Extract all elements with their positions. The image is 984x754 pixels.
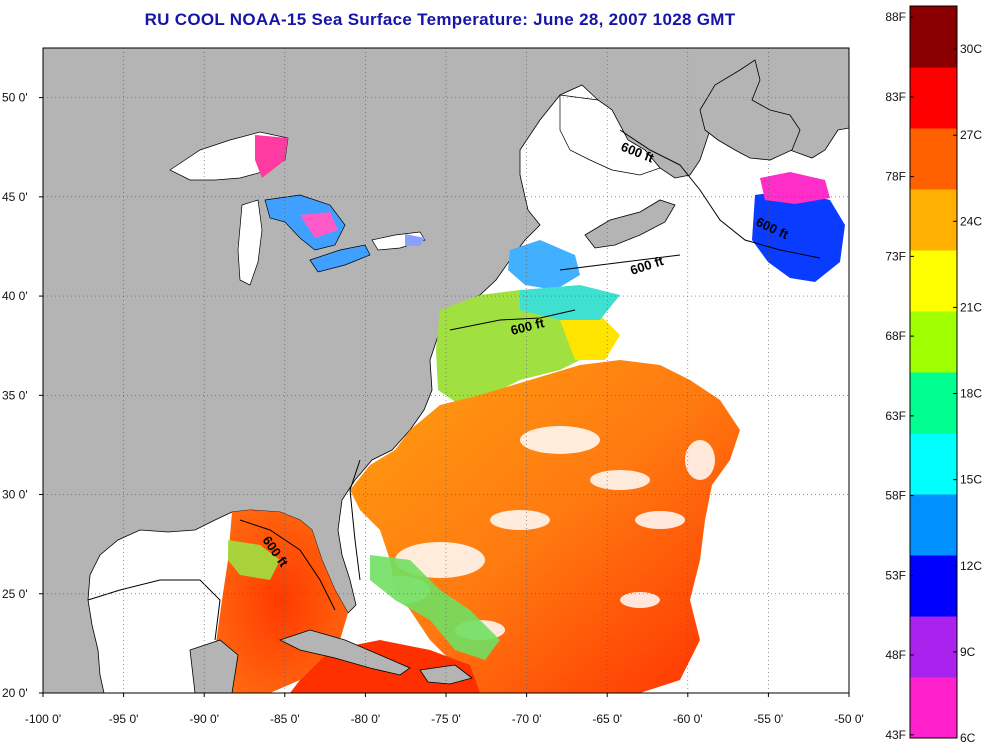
- lat-tick-label: 40 0': [2, 289, 28, 303]
- colorbar-f-label: 88F: [885, 10, 906, 24]
- colorbar-c-label: 21C: [960, 300, 982, 314]
- colorbar-f-label: 58F: [885, 489, 906, 503]
- colorbar-c-label: 27C: [960, 128, 982, 142]
- sst-gulf-green: [228, 540, 280, 580]
- colorbar-f-label: 73F: [885, 249, 906, 263]
- colorbar-band: [910, 128, 957, 190]
- colorbar-band: [910, 616, 957, 678]
- colorbar-band: [910, 67, 957, 129]
- sst-shelf-cyan: [520, 285, 620, 320]
- colorbar-band: [910, 555, 957, 617]
- lon-tick-label: -80 0': [351, 712, 381, 726]
- sst-grand-banks-violet: [760, 172, 830, 204]
- lat-tick-label: 45 0': [2, 190, 28, 204]
- land-cuba: [278, 629, 411, 676]
- land-hispaniola: [419, 664, 473, 685]
- gulf-st-lawrence: [559, 94, 661, 176]
- colorbar-f-label: 63F: [885, 409, 906, 423]
- sst-mid-atlantic-yellow: [560, 315, 620, 360]
- lon-tick-label: -95 0': [109, 712, 139, 726]
- sst-gulf-maine: [508, 240, 580, 290]
- colorbar-f-label: 83F: [885, 90, 906, 104]
- colorbar-c-label: 18C: [960, 387, 982, 401]
- lat-tick-label: 25 0': [2, 587, 28, 601]
- colorbar-band: [910, 372, 957, 434]
- colorbar-c-label: 9C: [960, 645, 976, 659]
- colorbar-c-label: 12C: [960, 559, 982, 573]
- lon-tick-label: -85 0': [270, 712, 300, 726]
- sst-grand-banks: [752, 190, 845, 282]
- lake-michigan: [237, 199, 263, 286]
- colorbar-band: [910, 189, 957, 251]
- sst-bahamas-green: [370, 555, 500, 660]
- lake-superior-sst: [255, 135, 288, 178]
- map-title: RU COOL NOAA-15 Sea Surface Temperature:…: [144, 10, 736, 29]
- colorbar-f-label: 53F: [885, 568, 906, 582]
- lon-tick-label: -70 0': [512, 712, 542, 726]
- lake-ontario-sst: [405, 234, 425, 246]
- colorbar-band: [910, 677, 957, 739]
- land-newfoundland: [699, 59, 801, 161]
- lat-tick-label: 50 0': [2, 91, 28, 105]
- colorbar-c-label: 24C: [960, 214, 982, 228]
- lon-tick-label: -55 0': [754, 712, 784, 726]
- land-yucatan: [189, 639, 239, 693]
- colorbar-frame: [909, 5, 958, 739]
- colorbar-f-label: 78F: [885, 170, 906, 184]
- contour-lines: [87, 129, 821, 641]
- colorbar-f-label: 68F: [885, 329, 906, 343]
- lat-tick-label: 30 0': [2, 488, 28, 502]
- lake-huron-patch: [300, 212, 338, 238]
- colorbar-c-label: 6C: [960, 731, 976, 745]
- colorbar-c-label: 15C: [960, 473, 982, 487]
- colorbar-f-label: 43F: [885, 728, 906, 742]
- colorbar-band: [910, 311, 957, 373]
- lake-erie: [309, 244, 371, 273]
- colorbar-band: [910, 250, 957, 312]
- colorbar-c-label: 30C: [960, 42, 982, 56]
- lon-tick-label: -60 0': [673, 712, 703, 726]
- lat-tick-label: 35 0': [2, 388, 28, 402]
- colorbar-f-label: 48F: [885, 648, 906, 662]
- lon-tick-label: -50 0': [834, 712, 864, 726]
- lon-tick-label: -90 0': [189, 712, 219, 726]
- lon-tick-label: -65 0': [592, 712, 622, 726]
- lat-tick-label: 20 0': [2, 686, 28, 700]
- lon-tick-label: -75 0': [431, 712, 461, 726]
- colorbar-band: [910, 6, 957, 68]
- lon-tick-label: -100 0': [25, 712, 61, 726]
- colorbar-band: [910, 433, 957, 495]
- colorbar-band: [910, 494, 957, 556]
